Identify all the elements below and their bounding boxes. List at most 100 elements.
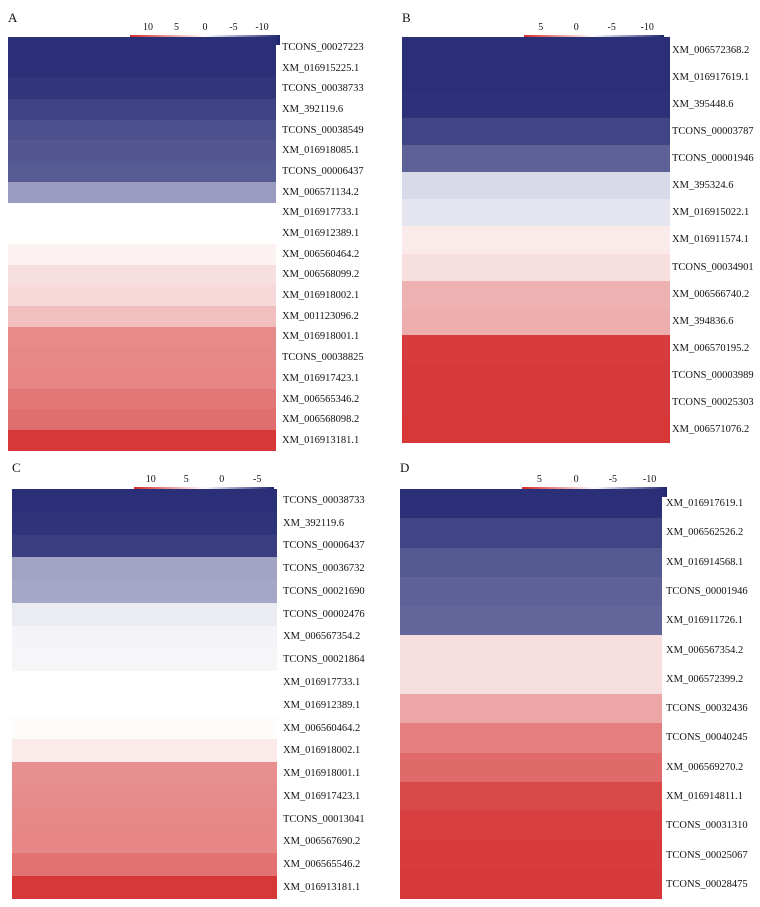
heatmap-cell — [8, 388, 276, 410]
heatmap-cell — [402, 388, 670, 416]
panel-label: B — [402, 10, 411, 25]
heatmap-cell — [400, 752, 662, 782]
row-label: TCONS_00031310 — [666, 820, 748, 832]
heatmap-cell — [8, 119, 276, 141]
heatmap-cell — [12, 625, 277, 649]
heatmap-cell — [8, 202, 276, 224]
row-label: XM_016911574.1 — [672, 234, 749, 246]
heatmap-cell — [12, 511, 277, 535]
color-scale-tick: 5 — [538, 22, 544, 33]
color-scale-tick: 0 — [573, 22, 579, 33]
row-label: XM_016917733.1 — [282, 207, 360, 219]
row-label: XM_006572368.2 — [672, 45, 750, 57]
heatmap-cell — [402, 307, 670, 335]
heatmap-cell — [400, 693, 662, 724]
heatmap-cell — [12, 807, 277, 831]
heatmap-cell — [402, 361, 670, 389]
row-label: XM_016917423.1 — [283, 790, 361, 802]
row-label: TCONS_00025303 — [672, 396, 754, 408]
color-scale-tick: 5 — [536, 474, 542, 485]
row-label: TCONS_00003989 — [672, 369, 754, 381]
color-scale-tick: -5 — [253, 474, 262, 485]
heatmap-cell — [8, 181, 276, 203]
heatmap-column — [12, 489, 277, 899]
row-label: TCONS_00036732 — [283, 563, 365, 575]
heatmap-cell — [402, 91, 670, 119]
heatmap-cell — [12, 739, 277, 763]
heatmap-column — [8, 37, 276, 451]
row-label: XM_006570195.2 — [672, 342, 750, 354]
heatmap-cell — [8, 140, 276, 162]
heatmap-cell — [402, 118, 670, 146]
heatmap-cell — [12, 876, 277, 899]
color-scale-tick: 0 — [202, 22, 208, 33]
heatmap-cell — [8, 243, 276, 265]
color-scale-tick: 0 — [219, 474, 225, 485]
heatmap-cell — [400, 869, 662, 899]
row-label: XM_006560464.2 — [283, 722, 361, 734]
row-label: XM_016918085.1 — [282, 145, 360, 157]
color-scale-tick: -5 — [229, 22, 238, 33]
heatmap-cell — [12, 580, 277, 603]
row-label: XM_395448.6 — [672, 99, 734, 111]
heatmap-cell — [402, 172, 670, 200]
row-label: TCONS_00003787 — [672, 126, 754, 138]
color-scale-tick: -10 — [255, 22, 269, 33]
heatmap-cell — [12, 762, 277, 785]
heatmap-cell — [8, 368, 276, 389]
row-label: XM_016915225.1 — [282, 62, 360, 74]
heatmap-cell — [8, 37, 276, 58]
heatmap-cell — [12, 489, 277, 512]
heatmap-cell — [402, 334, 670, 362]
row-label: XM_016911726.1 — [666, 615, 743, 627]
row-label: XM_006571134.2 — [282, 186, 359, 198]
heatmap-cell — [8, 78, 276, 100]
color-scale-tick: 5 — [183, 474, 189, 485]
heatmap-cell — [12, 648, 277, 672]
row-label: TCONS_00013041 — [283, 813, 365, 825]
row-label: XM_001123096.2 — [282, 310, 359, 322]
heatmap-column — [400, 489, 662, 899]
row-label: XM_006567354.2 — [283, 631, 361, 643]
row-label: TCONS_00025067 — [666, 849, 748, 861]
heatmap-cell — [402, 37, 670, 65]
row-label: XM_006567690.2 — [283, 836, 361, 848]
row-label: TCONS_00002476 — [283, 608, 365, 620]
heatmap-cell — [400, 723, 662, 753]
heatmap-cell — [12, 716, 277, 740]
row-label: XM_006569270.2 — [666, 761, 744, 773]
heatmap-cell — [400, 518, 662, 548]
row-label: XM_006567354.2 — [666, 644, 744, 656]
heatmap-cell — [400, 576, 662, 607]
heatmap-cell — [8, 305, 276, 327]
row-label: XM_016913181.1 — [282, 434, 360, 446]
row-label: TCONS_00006437 — [283, 540, 365, 552]
row-label: TCONS_00006437 — [282, 165, 364, 177]
row-label: XM_006566740.2 — [672, 288, 750, 300]
color-scale-tick: -5 — [607, 22, 616, 33]
row-label: XM_016917619.1 — [666, 498, 744, 510]
row-label: XM_016914811.1 — [666, 790, 743, 802]
heatmap-cell — [12, 534, 277, 558]
heatmap-cell — [400, 781, 662, 812]
row-label: TCONS_00038549 — [282, 124, 364, 136]
row-label: XM_006565546.2 — [283, 859, 361, 871]
row-label: TCONS_00021690 — [283, 585, 365, 597]
row-label: TCONS_00027223 — [282, 41, 364, 53]
heatmap-cell — [402, 253, 670, 281]
heatmap-cell — [402, 226, 670, 254]
heatmap-cell — [400, 840, 662, 870]
row-label: TCONS_00032436 — [666, 703, 748, 715]
row-label: TCONS_00040245 — [666, 732, 748, 744]
row-labels: TCONS_00038733 XM_392119.6 TCONS_00006437 T… — [283, 489, 393, 899]
heatmap-cell — [8, 326, 276, 348]
row-label: XM_006560464.2 — [282, 248, 360, 260]
heatmap-cell — [402, 145, 670, 173]
row-label: XM_392119.6 — [283, 517, 345, 529]
row-label: TCONS_00038733 — [283, 494, 365, 506]
row-label: XM_006571076.2 — [672, 423, 750, 435]
heatmap-cell — [12, 784, 277, 808]
heatmap-cell — [402, 199, 670, 227]
row-label: TCONS_00038825 — [282, 352, 364, 364]
row-label: XM_006568098.2 — [282, 414, 360, 426]
